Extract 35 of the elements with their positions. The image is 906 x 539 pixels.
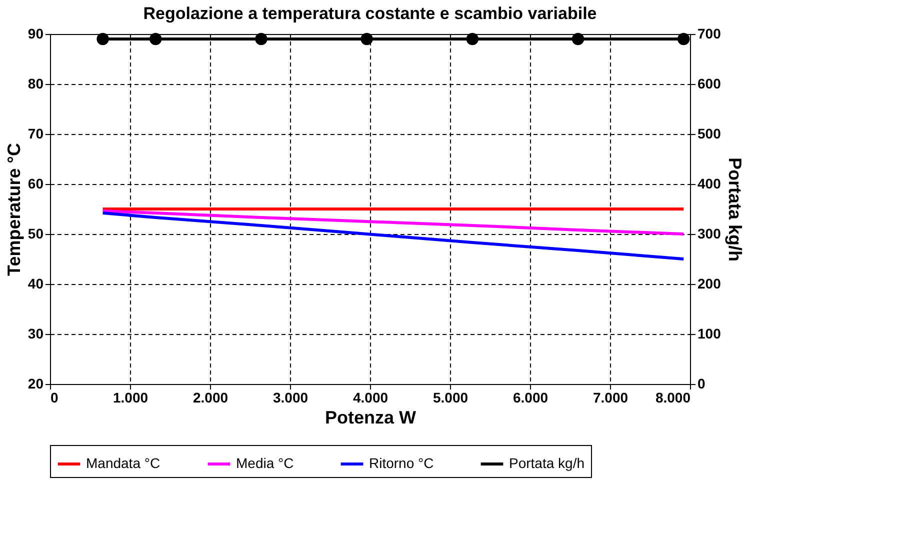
y2-tick-label: 600 bbox=[698, 76, 722, 92]
y2-tick-label: 200 bbox=[698, 276, 722, 292]
chart-title: Regolazione a temperatura costante e scambio variabile bbox=[143, 4, 597, 23]
y2-tick-label: 300 bbox=[698, 226, 722, 242]
x-tick-label: 8.000 bbox=[655, 390, 691, 406]
x-tick-label: 3.000 bbox=[272, 390, 308, 406]
y-tick-label: 60 bbox=[28, 176, 44, 192]
x-tick-label: 2.000 bbox=[192, 390, 228, 406]
y-tick-label: 80 bbox=[28, 76, 44, 92]
x-tick-label: 6.000 bbox=[512, 390, 548, 406]
y-tick-label: 20 bbox=[28, 376, 44, 392]
y2-tick-label: 700 bbox=[698, 26, 722, 42]
y-tick-label: 70 bbox=[28, 126, 44, 142]
y-tick-label: 90 bbox=[28, 26, 44, 42]
line-series bbox=[101, 212, 686, 260]
legend-label: Mandata °C bbox=[86, 455, 160, 471]
legend-label: Portata kg/h bbox=[509, 455, 584, 471]
y2-tick-label: 0 bbox=[698, 376, 706, 392]
x-tick-label: 5.000 bbox=[432, 390, 468, 406]
legend-label: Media °C bbox=[236, 455, 294, 471]
x-tick-label: 0 bbox=[50, 390, 58, 406]
y-tick-label: 50 bbox=[28, 226, 44, 242]
legend-label: Ritorno °C bbox=[369, 455, 434, 471]
x-tick-label: 7.000 bbox=[592, 390, 628, 406]
x-tick-label: 1.000 bbox=[112, 390, 148, 406]
y2-tick-label: 400 bbox=[698, 176, 722, 192]
y-tick-label: 30 bbox=[28, 326, 44, 342]
y2-tick-label: 500 bbox=[698, 126, 722, 142]
y2-axis-title: Portata kg/h bbox=[724, 157, 745, 262]
y-tick-label: 40 bbox=[28, 276, 44, 292]
x-axis-title: Potenza W bbox=[324, 408, 416, 428]
x-tick-label: 4.000 bbox=[352, 390, 388, 406]
y2-tick-label: 100 bbox=[698, 326, 722, 342]
y-axis-title: Temperature °C bbox=[4, 143, 24, 276]
line-series bbox=[101, 210, 686, 236]
